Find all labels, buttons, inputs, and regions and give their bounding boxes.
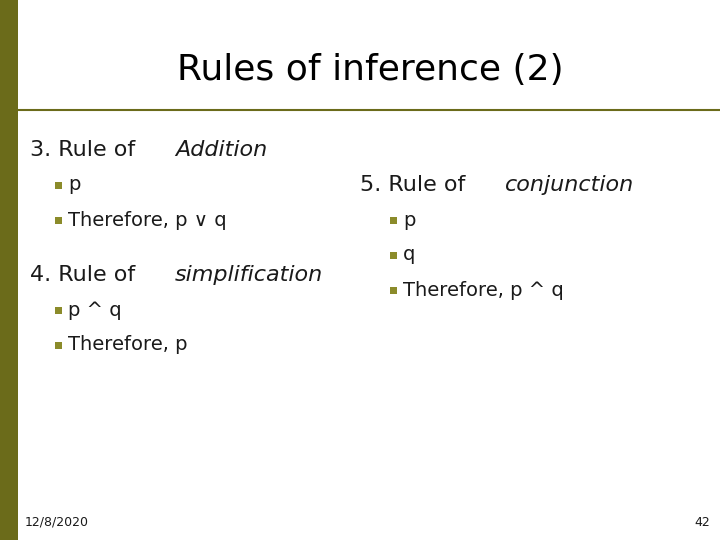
Bar bbox=[55, 341, 62, 348]
Text: 42: 42 bbox=[694, 516, 710, 529]
Bar bbox=[55, 181, 62, 188]
Bar bbox=[390, 252, 397, 259]
Bar bbox=[0, 0, 18, 540]
Text: 4. Rule of: 4. Rule of bbox=[30, 265, 143, 285]
Text: conjunction: conjunction bbox=[505, 175, 634, 195]
Bar bbox=[55, 307, 62, 314]
Text: p ^ q: p ^ q bbox=[68, 300, 122, 320]
Text: Therefore, p ∨ q: Therefore, p ∨ q bbox=[68, 211, 227, 229]
Bar bbox=[390, 287, 397, 294]
Text: p: p bbox=[403, 211, 415, 229]
Text: Rules of inference (2): Rules of inference (2) bbox=[176, 53, 563, 87]
Text: Addition: Addition bbox=[175, 140, 267, 160]
Bar bbox=[55, 217, 62, 224]
Text: simplification: simplification bbox=[175, 265, 323, 285]
Text: 5. Rule of: 5. Rule of bbox=[360, 175, 472, 195]
Text: 3. Rule of: 3. Rule of bbox=[30, 140, 143, 160]
Bar bbox=[390, 217, 397, 224]
Text: q: q bbox=[403, 246, 415, 265]
Text: Therefore, p ^ q: Therefore, p ^ q bbox=[403, 280, 564, 300]
Text: 12/8/2020: 12/8/2020 bbox=[25, 516, 89, 529]
Text: p: p bbox=[68, 176, 81, 194]
Text: Therefore, p: Therefore, p bbox=[68, 335, 187, 354]
